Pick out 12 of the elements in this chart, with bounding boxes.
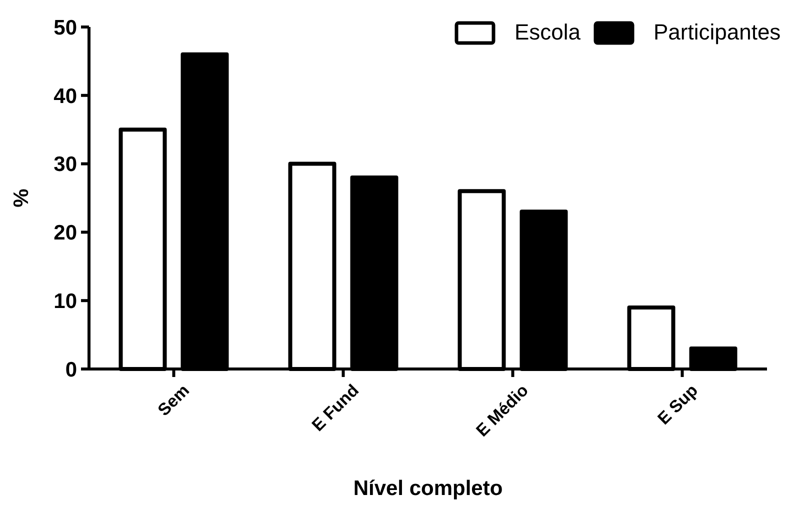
legend-label: Escola (514, 20, 582, 45)
legend-label: Participantes (654, 20, 781, 45)
x-tick-label: Sem (154, 380, 193, 420)
y-tick-label: 20 (54, 222, 77, 245)
x-axis-title: Nível completo (353, 477, 503, 500)
y-tick-label: 30 (54, 153, 77, 176)
y-tick-label: 40 (54, 84, 77, 108)
y-tick-label: 50 (54, 16, 77, 40)
y-tick-label: 10 (54, 290, 77, 313)
y-tick-label: 0 (65, 358, 77, 382)
y-axis-title: % (10, 188, 33, 208)
x-tick-label: E Sup (654, 380, 702, 428)
